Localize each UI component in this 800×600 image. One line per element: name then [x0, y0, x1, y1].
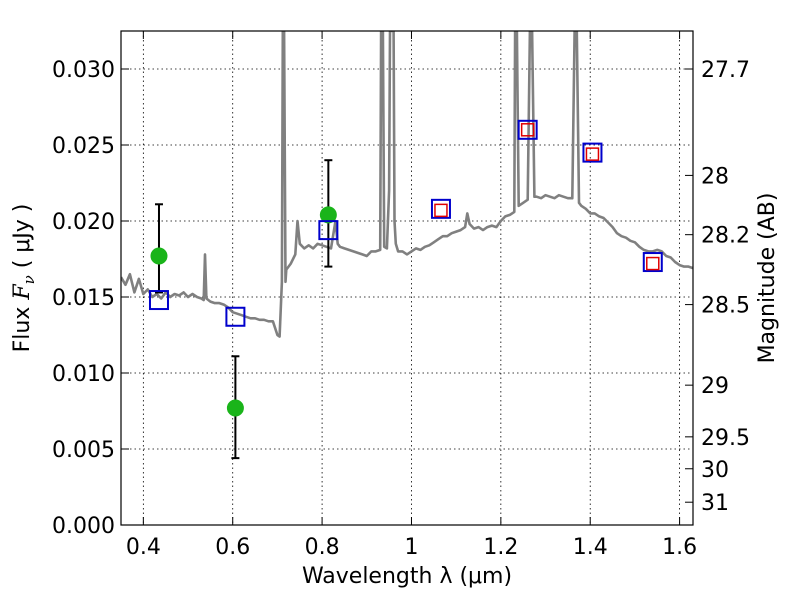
y2-tick-label: 31 [701, 491, 729, 516]
observed-point [319, 206, 337, 224]
y-axis-label-prefix: Flux [10, 300, 35, 353]
x-tick-label: 1.4 [573, 535, 608, 560]
model-point-red [646, 256, 660, 271]
y-tick-label: 0.025 [52, 134, 115, 159]
observed-point [226, 399, 244, 417]
y-tick-label: 0.030 [52, 58, 115, 83]
x-tick-label: 1 [404, 535, 418, 560]
model-point-blue [517, 119, 538, 140]
y-tick-label: 0.015 [52, 286, 115, 311]
y-axis-label: Flux Fν ( μJy ) [10, 204, 38, 353]
y-tick-label: 0.010 [52, 362, 115, 387]
y-tick-label: 0.005 [52, 438, 115, 463]
x-tick-label: 1.6 [662, 535, 697, 560]
observed-point [150, 247, 168, 265]
model-point-blue [642, 252, 663, 273]
y-axis-label-symbol: F [10, 284, 35, 301]
plot-frame [120, 30, 694, 526]
model-point-blue [582, 142, 603, 163]
y2-tick-label: 28.2 [701, 224, 750, 249]
y2-tick-label: 28 [701, 164, 729, 189]
y-axis-label-subscript: ν [20, 275, 38, 284]
model-point-red [520, 123, 535, 137]
model-point-blue [148, 290, 169, 311]
model-point-red [434, 203, 448, 218]
y-axis-label-unit: ( μJy ) [10, 204, 35, 276]
x-axis-label: Wavelength λ (μm) [302, 564, 512, 589]
model-point-blue [318, 220, 339, 241]
x-tick-label: 1.2 [483, 535, 518, 560]
y2-tick-label: 27.7 [701, 58, 750, 83]
y-tick-label: 0.020 [52, 210, 115, 235]
model-point-blue [430, 198, 451, 219]
y2-tick-label: 29 [701, 374, 729, 399]
x-tick-label: 0.6 [215, 535, 250, 560]
model-point-blue [225, 306, 246, 327]
spectrum-line [121, 31, 693, 338]
model-point-red [585, 147, 600, 161]
y2-tick-label: 29.5 [701, 426, 750, 451]
plot-area [121, 31, 693, 525]
x-tick-label: 0.4 [126, 535, 161, 560]
y2-tick-label: 28.5 [701, 294, 750, 319]
y2-axis-label: Magnitude (AB) [755, 193, 780, 364]
y-tick-label: 0.000 [52, 514, 115, 539]
x-tick-label: 0.8 [305, 535, 340, 560]
y2-tick-label: 30 [701, 458, 729, 483]
